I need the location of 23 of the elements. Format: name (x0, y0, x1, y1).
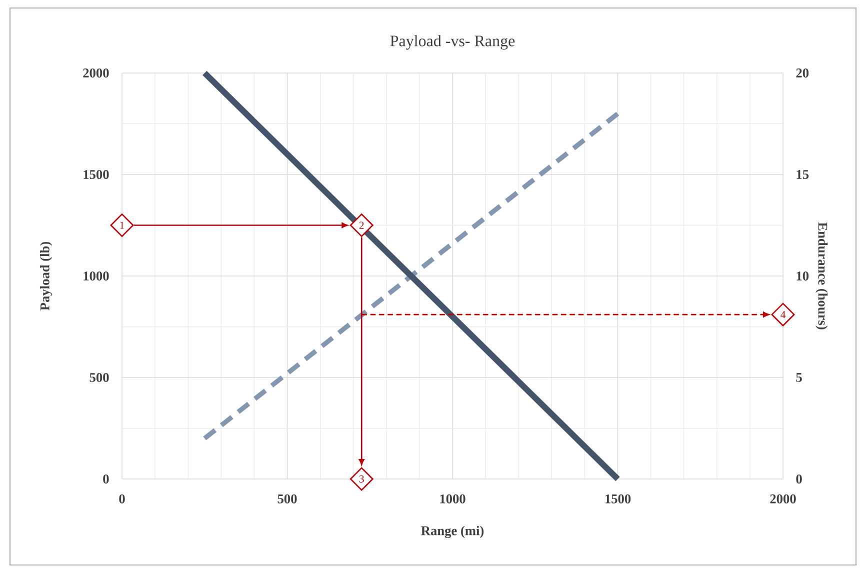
annotation: 2 (359, 222, 364, 229)
y-tick-label: 2000 (83, 68, 109, 78)
y2-tick-label: 15 (796, 170, 809, 179)
annotation: 1 (120, 222, 124, 229)
annotation: 4 (780, 311, 786, 318)
y-tick-label: 500 (90, 373, 109, 382)
x-tick-label: 1500 (605, 494, 631, 504)
x-tick-label: 2000 (770, 494, 796, 504)
x-tick-label: 1000 (440, 494, 466, 504)
x-axis-title: Range (mi) (421, 526, 484, 538)
y2-tick-label: 20 (796, 68, 809, 78)
y-tick-label: 1500 (84, 170, 109, 179)
x-tick-label: 0 (119, 494, 125, 504)
y2-tick-label: 10 (796, 272, 809, 280)
y-tick-label: 0 (103, 474, 109, 484)
x-tick-label: 500 (278, 494, 297, 504)
y-axis-title: Payload (lb) (40, 242, 52, 310)
y2-tick-label: 5 (796, 373, 802, 382)
annotation: 3 (359, 475, 364, 483)
y2-axis-title: Endurance (hours) (816, 222, 828, 330)
y2-tick-label: 0 (796, 474, 802, 484)
y-tick-label: 1000 (84, 272, 109, 280)
chart-title: Payload -vs- Range (390, 35, 515, 50)
